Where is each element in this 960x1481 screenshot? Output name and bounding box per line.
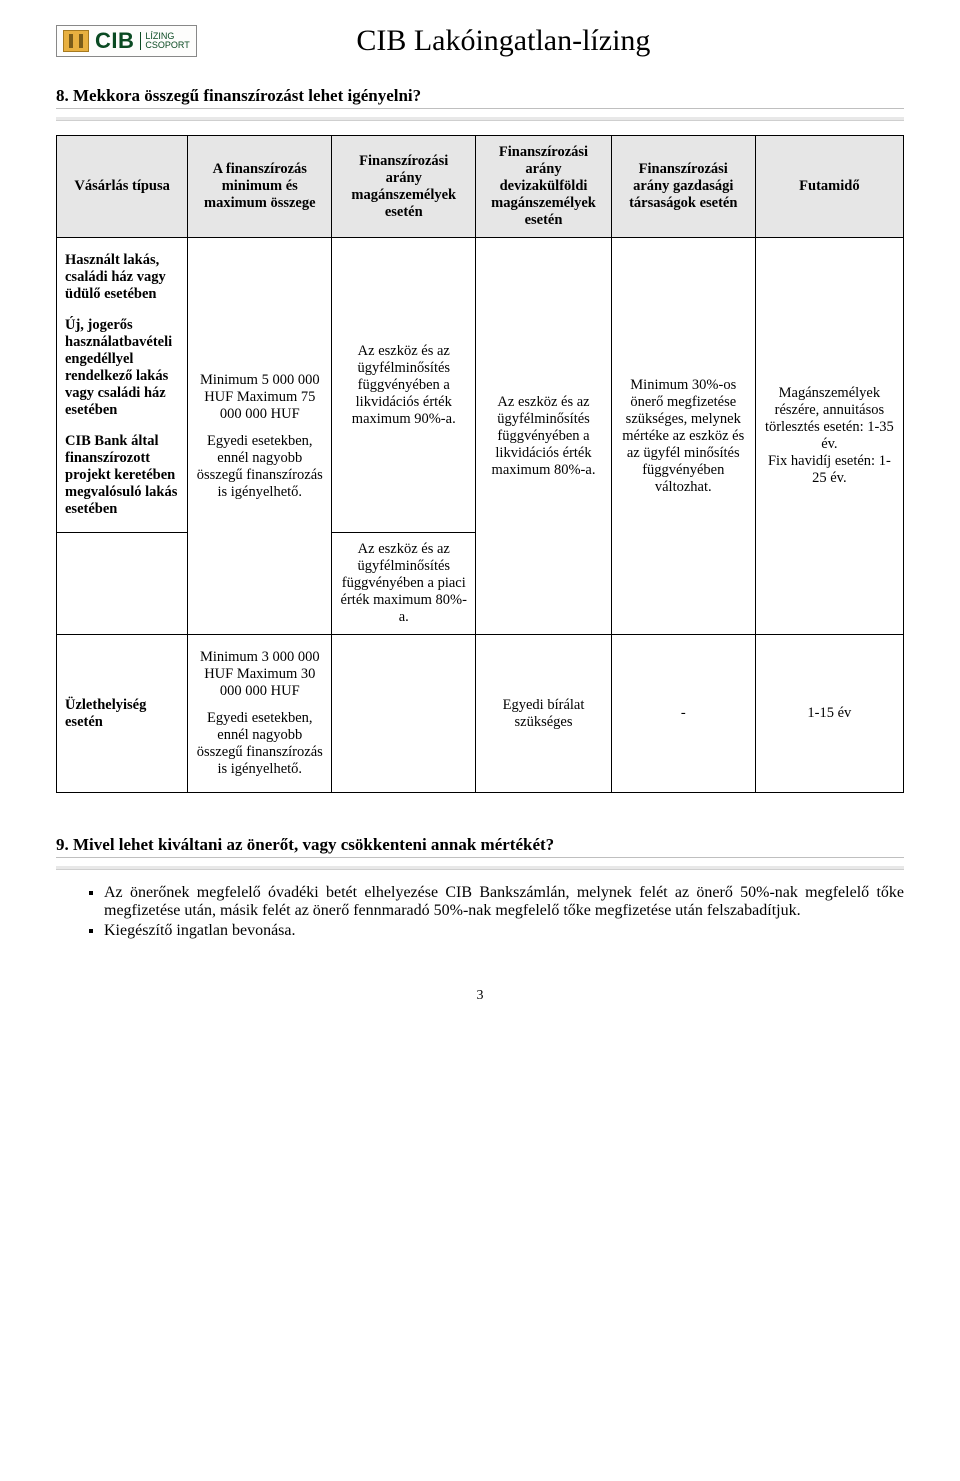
row1-type-p3: CIB Bank által finanszírozott projekt ke…: [65, 433, 179, 518]
col-ratio-company-header: Finanszírozási arány gazdasági társaságo…: [611, 136, 755, 238]
table-row: Üzlethelyiség esetén Minimum 3 000 000 H…: [57, 635, 904, 793]
logo-subtext: LÍZING CSOPORT: [140, 32, 189, 50]
page: CIB LÍZING CSOPORT CIB Lakóingatlan-lízi…: [0, 0, 960, 1044]
row1-amount: Minimum 5 000 000 HUF Maximum 75 000 000…: [196, 372, 323, 423]
list-item: Kiegészítő ingatlan bevonása.: [104, 922, 904, 940]
col-ratio-private-header: Finanszírozási arány magánszemélyek eset…: [332, 136, 476, 238]
list-item: Az önerőnek megfelelő óvadéki betét elhe…: [104, 884, 904, 920]
heading-underline: [56, 866, 904, 870]
document-title: CIB Lakóingatlan-lízing: [213, 24, 794, 58]
row1-type-cell: Használt lakás, családi ház vagy üdülő e…: [57, 238, 188, 533]
col-amount-header: A finanszírozás minimum és maximum össze…: [188, 136, 332, 238]
table-row: Használt lakás, családi ház vagy üdülő e…: [57, 238, 904, 533]
row2-amount-note: Egyedi esetekben, ennél nagyobb összegű …: [196, 710, 323, 778]
section-9: 9. Mivel lehet kiváltani az önerőt, vagy…: [56, 835, 904, 940]
row1-type-cell-cont: [57, 533, 188, 635]
section-9-heading: 9. Mivel lehet kiváltani az önerőt, vagy…: [56, 835, 904, 858]
section-9-body: Az önerőnek megfelelő óvadéki betét elhe…: [56, 884, 904, 940]
row1-ratio-foreign: Az eszköz és az ügyfélminősítés függvény…: [476, 238, 612, 635]
row1-ratio-company: Minimum 30%-os önerő megfizetése szükség…: [611, 238, 755, 635]
heading-underline: [56, 117, 904, 121]
row2-term: 1-15 év: [755, 635, 903, 793]
financing-table: Vásárlás típusa A finanszírozás minimum …: [56, 135, 904, 793]
col-term-header: Futamidő: [755, 136, 903, 238]
col-type-header: Vásárlás típusa: [57, 136, 188, 238]
cib-logo: CIB LÍZING CSOPORT: [56, 25, 197, 57]
section-8-heading: 8. Mekkora összegű finanszírozást lehet …: [56, 86, 904, 109]
page-header: CIB LÍZING CSOPORT CIB Lakóingatlan-lízi…: [56, 24, 904, 58]
row1-type-p1: Használt lakás, családi ház vagy üdülő e…: [65, 252, 179, 303]
table-header-row: Vásárlás típusa A finanszírozás minimum …: [57, 136, 904, 238]
row1-ratio-private-a: Az eszköz és az ügyfélminősítés függvény…: [332, 238, 476, 533]
section-8: 8. Mekkora összegű finanszírozást lehet …: [56, 86, 904, 793]
col-ratio-foreign-header: Finanszírozási arány devizakülföldi magá…: [476, 136, 612, 238]
row1-type-p2: Új, jogerős használatbavételi engedéllye…: [65, 317, 179, 419]
row1-amount-cell: Minimum 5 000 000 HUF Maximum 75 000 000…: [188, 238, 332, 635]
row2-type: Üzlethelyiség esetén: [57, 635, 188, 793]
row1-term: Magánszemélyek részére, annuitásos törle…: [755, 238, 903, 635]
row2-ratio-foreign: Egyedi bírálat szükséges: [476, 635, 612, 793]
row1-amount-note: Egyedi esetekben, ennél nagyobb összegű …: [196, 433, 323, 501]
row1-ratio-private-b: Az eszköz és az ügyfélminősítés függvény…: [332, 533, 476, 635]
row2-ratio-private: [332, 635, 476, 793]
page-number: 3: [56, 988, 904, 1004]
logo-text: CIB: [95, 28, 134, 54]
logo-sub-line2: CSOPORT: [145, 41, 189, 50]
logo-mark-icon: [63, 30, 89, 52]
row2-ratio-company: -: [611, 635, 755, 793]
section-9-list: Az önerőnek megfelelő óvadéki betét elhe…: [56, 884, 904, 940]
row2-amount-cell: Minimum 3 000 000 HUF Maximum 30 000 000…: [188, 635, 332, 793]
row2-amount: Minimum 3 000 000 HUF Maximum 30 000 000…: [196, 649, 323, 700]
